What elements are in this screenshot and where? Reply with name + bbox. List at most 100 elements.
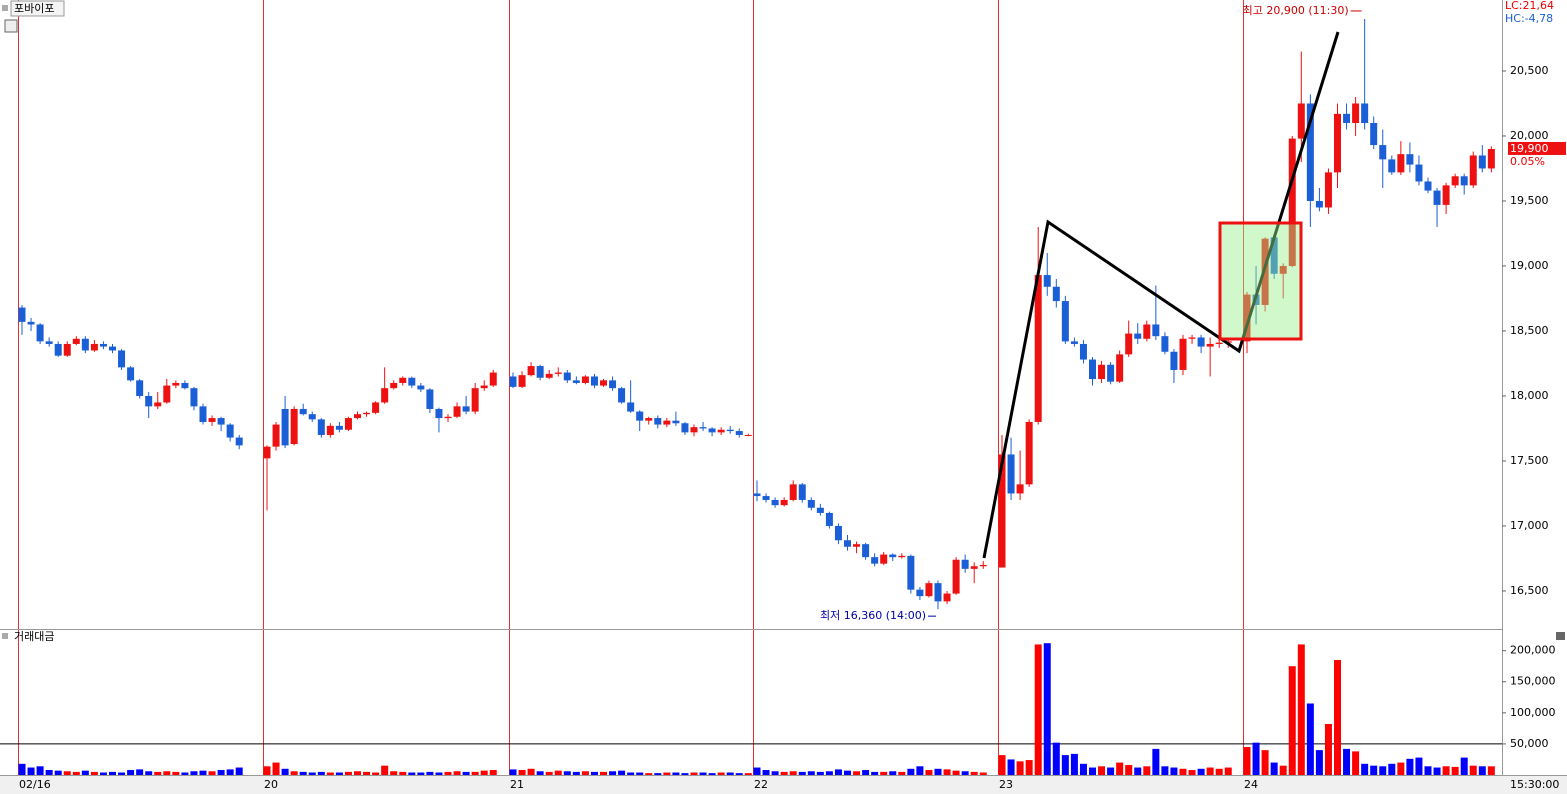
volume-bar bbox=[99, 772, 107, 775]
volume-bar bbox=[1188, 770, 1196, 775]
candle-body bbox=[1478, 155, 1486, 169]
candle-body bbox=[299, 408, 307, 415]
candle-body bbox=[399, 377, 407, 383]
volume-bar bbox=[381, 765, 389, 775]
volume-bar bbox=[1397, 762, 1405, 775]
volume-bar bbox=[36, 766, 44, 775]
candle-body bbox=[708, 428, 716, 433]
volume-bar bbox=[554, 770, 562, 775]
candle-body bbox=[444, 416, 452, 419]
x-tick-label: 20 bbox=[264, 778, 278, 791]
volume-bar bbox=[1007, 759, 1015, 775]
volume-bar bbox=[136, 769, 144, 775]
volume-bar bbox=[654, 773, 662, 775]
volume-bar bbox=[1433, 767, 1441, 775]
volume-bar bbox=[363, 771, 371, 775]
volume-bar bbox=[600, 771, 607, 775]
volume-bar bbox=[645, 773, 653, 775]
volume-bar bbox=[1079, 763, 1087, 775]
volume-bar bbox=[1089, 767, 1096, 775]
candle-body bbox=[1197, 337, 1205, 347]
volume-bar bbox=[408, 772, 416, 775]
candle-body bbox=[390, 382, 398, 389]
volume-bar bbox=[426, 771, 434, 775]
y-tick-label: 16,500 bbox=[1510, 584, 1549, 597]
volume-bar bbox=[970, 771, 978, 775]
volume-icon bbox=[2, 633, 8, 639]
volume-bar bbox=[1270, 762, 1278, 775]
candle-body bbox=[1442, 185, 1450, 205]
candle-body bbox=[1170, 351, 1178, 370]
candle-body bbox=[335, 425, 343, 430]
volume-bar bbox=[299, 771, 307, 775]
volume-bar bbox=[762, 770, 770, 775]
volume-bar bbox=[816, 771, 824, 775]
candle-body bbox=[136, 380, 144, 396]
volume-bar bbox=[399, 771, 407, 775]
candle-body bbox=[408, 377, 416, 386]
volume-bar bbox=[862, 770, 870, 775]
volume-bar bbox=[1161, 766, 1169, 775]
candle-body bbox=[1288, 138, 1296, 266]
candle-body bbox=[1188, 337, 1196, 339]
volume-bar bbox=[190, 771, 198, 775]
volume-bar bbox=[263, 766, 271, 775]
candle-body bbox=[609, 380, 617, 389]
volume-bar bbox=[1279, 765, 1287, 775]
volume-bar bbox=[81, 770, 89, 775]
volume-bar bbox=[708, 773, 716, 775]
candle-body bbox=[63, 343, 71, 356]
candle-body bbox=[1152, 324, 1160, 337]
volume-bar bbox=[1043, 643, 1051, 775]
candle-body bbox=[145, 395, 153, 407]
y-tick-label: 20,000 bbox=[1510, 129, 1549, 142]
y-tick-label: 18,500 bbox=[1510, 324, 1549, 337]
candle-body bbox=[979, 564, 987, 567]
volume-bar bbox=[1261, 750, 1269, 775]
current-price-box bbox=[1508, 141, 1566, 155]
volume-bar bbox=[163, 771, 171, 775]
volume-bar bbox=[172, 771, 180, 775]
candle-body bbox=[172, 382, 180, 386]
volume-bar bbox=[1442, 766, 1450, 775]
candle-body bbox=[1352, 103, 1360, 123]
volume-title: 거래대금 bbox=[14, 630, 54, 643]
lc-label: LC:21,64 bbox=[1505, 0, 1554, 12]
volume-bar bbox=[1125, 765, 1133, 775]
volume-bar bbox=[18, 763, 26, 775]
table-icon[interactable] bbox=[4, 19, 18, 33]
candle-body bbox=[527, 366, 535, 376]
volume-bar bbox=[1243, 747, 1251, 775]
candle-body bbox=[627, 402, 635, 412]
volume-bar bbox=[581, 771, 589, 775]
candle-body bbox=[735, 431, 743, 435]
volume-bar bbox=[281, 768, 289, 775]
volume-bar bbox=[480, 770, 488, 775]
candle-body bbox=[435, 408, 443, 419]
candle-body bbox=[681, 423, 689, 433]
candle-body bbox=[45, 341, 53, 344]
candle-body bbox=[18, 307, 26, 322]
volume-bar bbox=[943, 769, 951, 775]
volume-bar bbox=[462, 771, 470, 775]
volume-bar bbox=[1487, 766, 1495, 775]
volume-bar bbox=[907, 768, 915, 775]
highlight-box bbox=[1218, 221, 1303, 341]
candle-body bbox=[308, 414, 316, 420]
candle-body bbox=[1415, 164, 1423, 182]
volume-bar bbox=[390, 771, 398, 775]
volume-bar bbox=[1324, 724, 1332, 775]
candle-body bbox=[1215, 342, 1223, 344]
volume-bar bbox=[344, 771, 352, 775]
volume-bar bbox=[444, 771, 452, 775]
volume-bar bbox=[72, 771, 80, 775]
volume-bar bbox=[572, 771, 580, 775]
panel-button[interactable] bbox=[1556, 632, 1565, 640]
candle-body bbox=[1107, 364, 1115, 382]
volume-bar bbox=[1352, 751, 1360, 775]
volume-bar bbox=[636, 772, 644, 775]
candle-body bbox=[600, 380, 607, 386]
candle-body bbox=[590, 376, 598, 386]
candle-body bbox=[1451, 176, 1459, 186]
